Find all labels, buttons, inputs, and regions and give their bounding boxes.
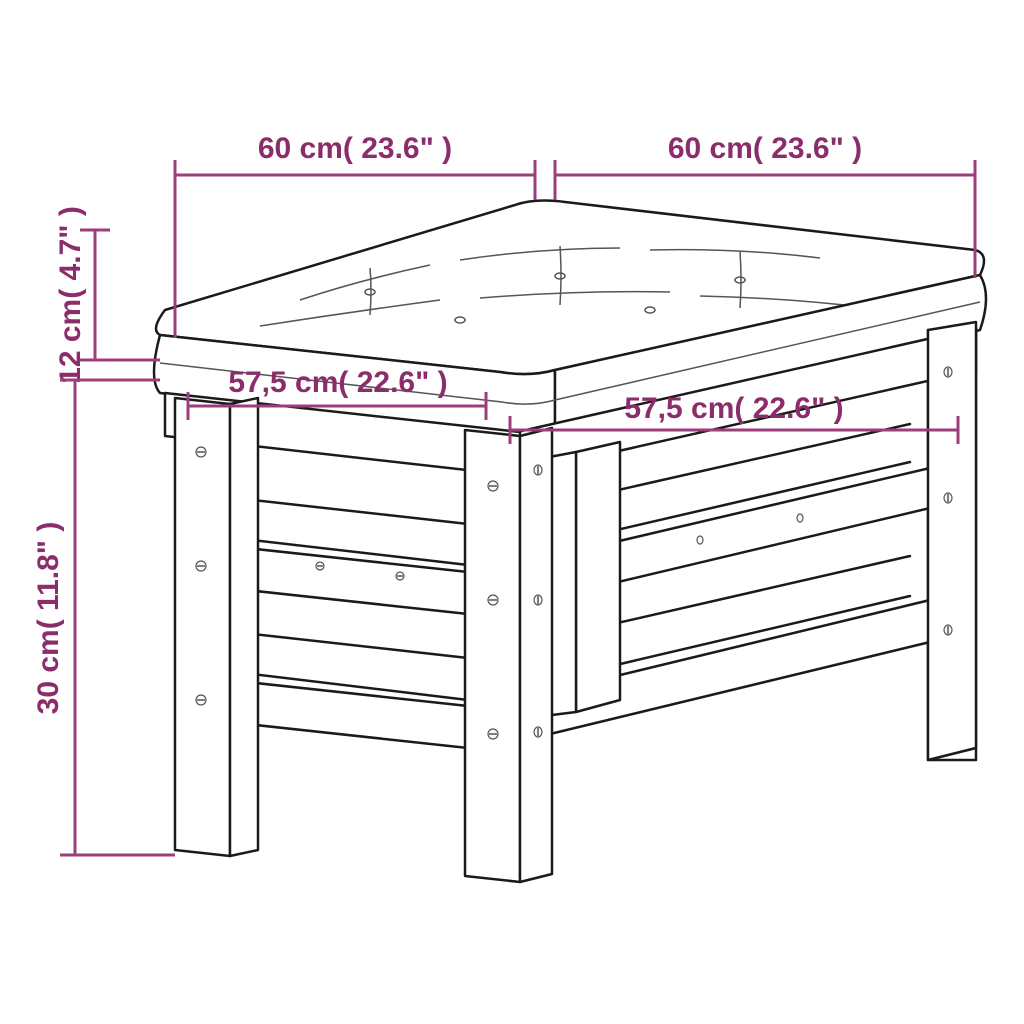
dim-inner-depth-label: 57,5 cm( 22.6" ) [624,392,843,425]
dim-base-h-label: 30 cm( 11.8" ) [32,522,65,715]
dimension-cushion-height: 12 cm( 4.7" ) [54,206,160,384]
ottoman-illustration [154,201,986,882]
dim-top-width-label: 60 cm( 23.6" ) [258,132,452,165]
dimension-base-height: 30 cm( 11.8" ) [32,380,175,855]
dimension-diagram: 60 cm( 23.6" ) 60 cm( 23.6" ) 57,5 cm( 2… [0,0,1024,1024]
dim-top-depth-label: 60 cm( 23.6" ) [668,132,862,165]
dim-inner-width-label: 57,5 cm( 22.6" ) [228,366,447,399]
dim-cushion-h-label: 12 cm( 4.7" ) [54,206,87,384]
